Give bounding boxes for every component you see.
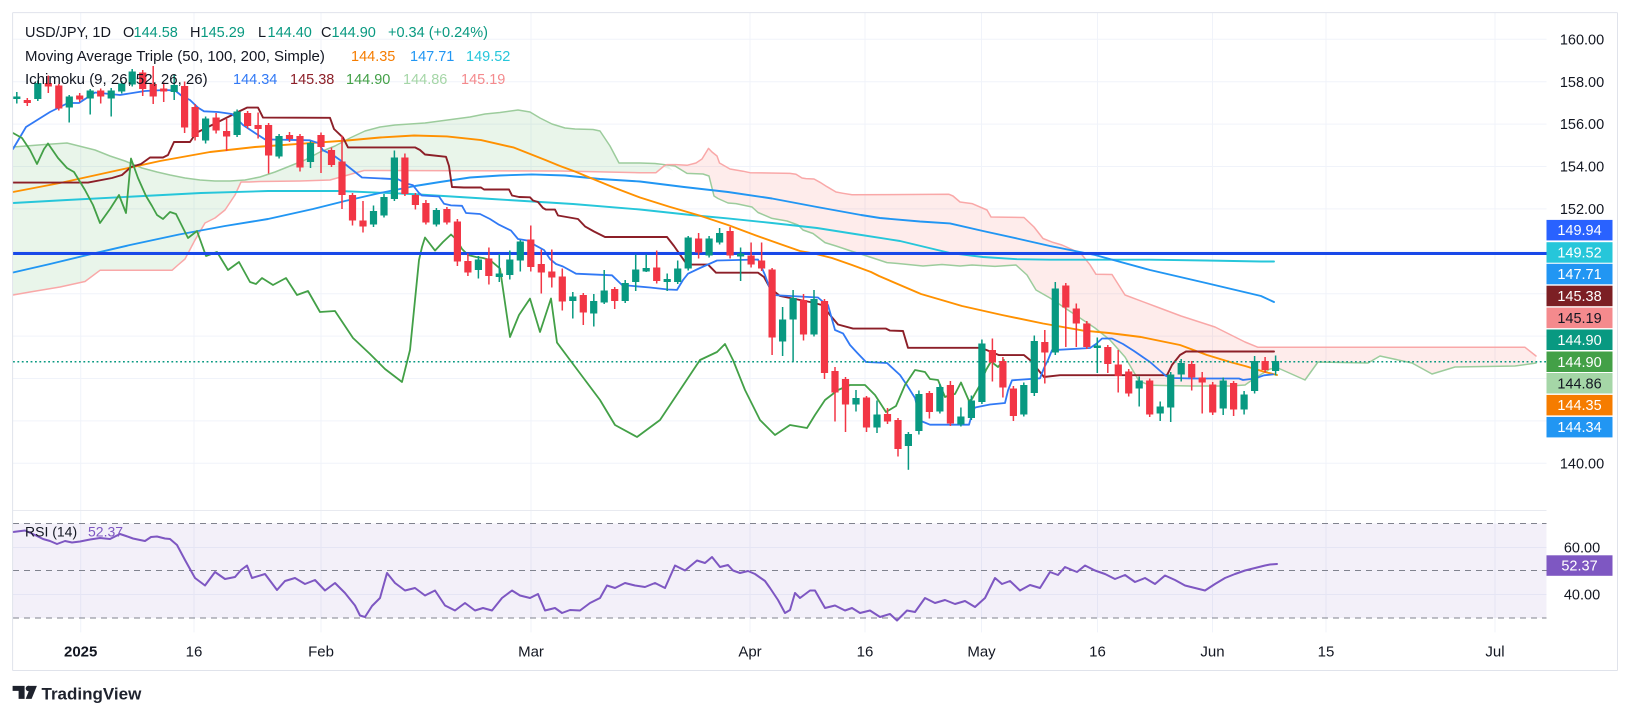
svg-text:16: 16 [186, 644, 203, 661]
svg-text:152.00: 152.00 [1560, 202, 1604, 218]
svg-text:144.35: 144.35 [1557, 398, 1601, 414]
svg-text:144.40: 144.40 [268, 25, 312, 41]
svg-text:16: 16 [1089, 644, 1106, 661]
svg-text:144.90: 144.90 [332, 25, 376, 41]
svg-text:145.38: 145.38 [290, 72, 334, 88]
svg-text:O: O [123, 25, 134, 41]
svg-text:Apr: Apr [738, 644, 761, 661]
svg-text:147.71: 147.71 [410, 49, 454, 65]
svg-text:145.29: 145.29 [201, 25, 245, 41]
svg-text:16: 16 [857, 644, 874, 661]
svg-text:149.94: 149.94 [1557, 223, 1601, 239]
svg-text:Jun: Jun [1200, 644, 1224, 661]
svg-text:144.34: 144.34 [233, 72, 277, 88]
svg-text:52.37: 52.37 [88, 524, 123, 540]
svg-text:Ichimoku (9, 26, 52, 26, 26): Ichimoku (9, 26, 52, 26, 26) [25, 71, 208, 88]
svg-text:RSI (14): RSI (14) [25, 524, 77, 540]
svg-text:144.35: 144.35 [351, 49, 395, 65]
svg-text:40.00: 40.00 [1564, 588, 1600, 604]
svg-text:60.00: 60.00 [1564, 541, 1600, 557]
svg-text:140.00: 140.00 [1560, 456, 1604, 472]
svg-text:Feb: Feb [308, 644, 334, 661]
svg-text:H: H [190, 25, 200, 41]
svg-text:144.58: 144.58 [134, 25, 178, 41]
svg-text:Jul: Jul [1485, 644, 1504, 661]
svg-text:154.00: 154.00 [1560, 160, 1604, 176]
svg-text:160.00: 160.00 [1560, 32, 1604, 48]
svg-text:L: L [258, 25, 266, 41]
svg-text:TradingView: TradingView [42, 685, 143, 704]
svg-text:145.38: 145.38 [1557, 289, 1601, 305]
svg-text:Mar: Mar [518, 644, 544, 661]
svg-text:144.90: 144.90 [1557, 355, 1601, 371]
svg-text:144.86: 144.86 [403, 72, 447, 88]
svg-text:144.90: 144.90 [346, 72, 390, 88]
svg-text:USD/JPY, 1D: USD/JPY, 1D [25, 25, 111, 41]
svg-text:149.52: 149.52 [466, 49, 510, 65]
svg-text:158.00: 158.00 [1560, 75, 1604, 91]
svg-text:C: C [321, 25, 331, 41]
svg-text:15: 15 [1318, 644, 1335, 661]
svg-text:144.90: 144.90 [1557, 333, 1601, 349]
svg-text:149.52: 149.52 [1557, 246, 1601, 262]
svg-text:147.71: 147.71 [1557, 267, 1601, 283]
svg-text:+0.34 (+0.24%): +0.34 (+0.24%) [388, 25, 488, 41]
svg-text:Moving Average Triple (50, 100: Moving Average Triple (50, 100, 200, Sim… [25, 48, 325, 65]
svg-text:145.19: 145.19 [1557, 311, 1601, 327]
svg-text:144.34: 144.34 [1557, 420, 1601, 436]
svg-text:2025: 2025 [64, 644, 97, 661]
svg-text:52.37: 52.37 [1561, 559, 1597, 575]
svg-text:144.86: 144.86 [1557, 376, 1601, 392]
svg-text:156.00: 156.00 [1560, 117, 1604, 133]
svg-text:145.19: 145.19 [461, 72, 505, 88]
svg-text:May: May [967, 644, 996, 661]
